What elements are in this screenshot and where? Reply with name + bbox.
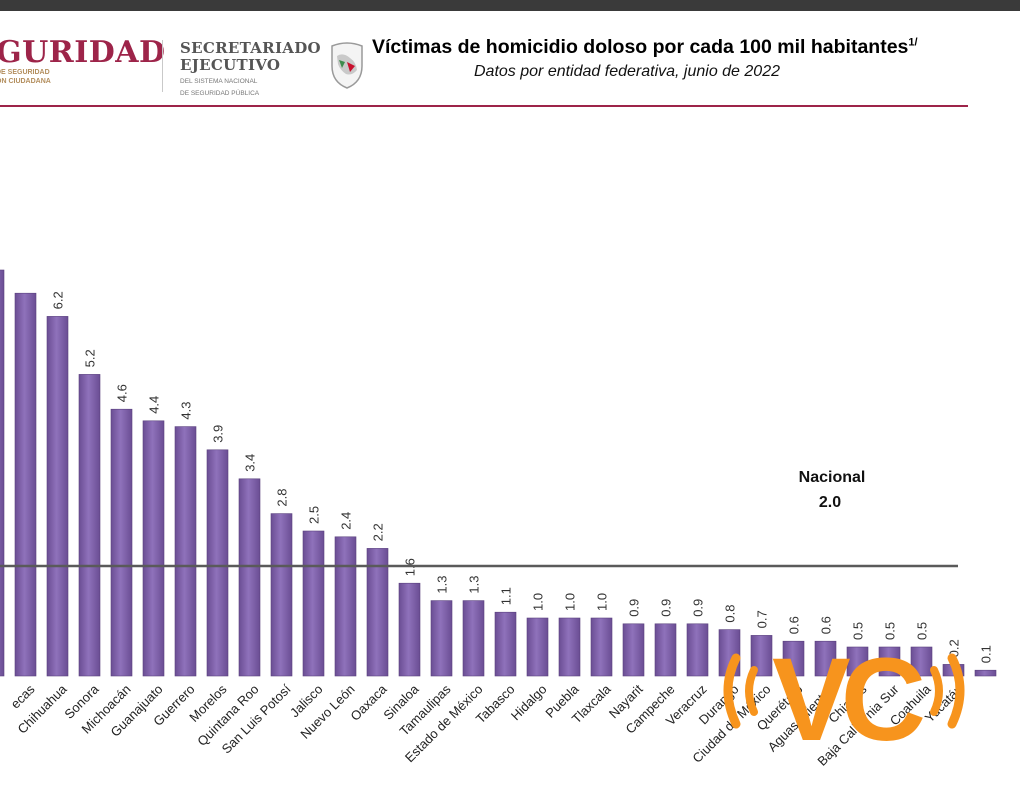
value-label-17: 1.0	[531, 593, 546, 611]
seguridad-logo: GURIDAD DE SEGURIDAD ÓN CIUDADANA	[0, 38, 166, 86]
value-labels-group: 6.25.24.64.44.33.93.42.82.52.42.21.61.31…	[51, 291, 994, 663]
bar-8	[238, 478, 261, 677]
category-label-17: Hidalgo	[508, 682, 550, 724]
bar-22	[686, 623, 709, 677]
value-label-24: 0.7	[755, 610, 770, 628]
bar-18	[558, 617, 581, 677]
bar-11	[334, 536, 357, 677]
value-label-19: 1.0	[595, 593, 610, 611]
bar-5	[142, 420, 165, 677]
value-label-16: 1.1	[499, 587, 514, 605]
bar-24	[750, 635, 773, 677]
bar-27	[846, 646, 869, 677]
value-label-4: 4.6	[115, 384, 130, 402]
chart-title: Víctimas de homicidio doloso por cada 10…	[372, 36, 1012, 59]
bar-16	[494, 611, 517, 677]
national-average-value: 2.0	[819, 494, 841, 511]
seguridad-logo-text: GURIDAD	[0, 35, 166, 70]
vc-watermark-text: VC	[772, 634, 923, 758]
seal-icon	[328, 40, 366, 95]
chart-subtitle: Datos por entidad federativa, junio de 2…	[474, 63, 780, 80]
bar-6	[174, 426, 197, 677]
value-label-26: 0.6	[819, 616, 834, 634]
national-average-label: Nacional	[799, 469, 866, 486]
bar-12	[366, 548, 389, 677]
top-window-bar	[0, 0, 1020, 11]
vc-watermark-logo: VC	[714, 628, 974, 766]
seguridad-logo-sub2: ÓN CIUDADANA	[0, 78, 51, 85]
value-label-2: 6.2	[51, 291, 66, 309]
value-label-20: 0.9	[627, 599, 642, 617]
value-label-23: 0.8	[723, 605, 738, 623]
seguridad-logo-sub1: DE SEGURIDAD	[0, 69, 50, 76]
value-label-27: 0.5	[851, 622, 866, 640]
bar-1	[14, 292, 37, 677]
bar-19	[590, 617, 613, 677]
value-label-12: 2.2	[371, 523, 386, 541]
value-label-29: 0.5	[915, 622, 930, 640]
bar-15	[462, 600, 485, 677]
header-rule	[0, 105, 968, 107]
bar-31	[974, 669, 997, 677]
value-label-15: 1.3	[467, 576, 482, 594]
bar-28	[878, 646, 901, 677]
bar-20	[622, 623, 645, 677]
value-label-14: 1.3	[435, 576, 450, 594]
bar-13	[398, 582, 421, 677]
bar-3	[78, 374, 101, 677]
bar-0	[0, 269, 5, 677]
secretariado-logo: SECRETARIADO EJECUTIVO DEL SISTEMA NACIO…	[180, 40, 321, 98]
value-label-31: 0.1	[979, 645, 994, 663]
logo-divider	[162, 40, 163, 92]
bar-29	[910, 646, 933, 677]
value-label-10: 2.5	[307, 506, 322, 524]
value-label-6: 4.3	[179, 402, 194, 420]
bar-2	[46, 316, 69, 677]
bar-26	[814, 640, 837, 677]
bar-7	[206, 449, 229, 677]
bar-17	[526, 617, 549, 677]
bar-25	[782, 640, 805, 677]
bar-4	[110, 408, 133, 677]
value-label-18: 1.0	[563, 593, 578, 611]
chart-title-footnote: 1/	[908, 36, 918, 49]
value-label-3: 5.2	[83, 349, 98, 367]
value-label-11: 2.4	[339, 512, 354, 530]
value-label-30: 0.2	[947, 639, 962, 657]
value-label-7: 3.9	[211, 425, 226, 443]
value-label-25: 0.6	[787, 616, 802, 634]
value-label-5: 4.4	[147, 396, 162, 414]
category-label-12: Oaxaca	[347, 681, 390, 724]
secretariado-line2: EJECUTIVO	[180, 56, 281, 74]
secretariado-line1: SECRETARIADO	[180, 39, 321, 57]
chart-title-block: Víctimas de homicidio doloso por cada 10…	[372, 36, 1012, 81]
bar-9	[270, 513, 293, 677]
bar-21	[654, 623, 677, 677]
value-label-8: 3.4	[243, 454, 258, 472]
value-label-21: 0.9	[659, 599, 674, 617]
value-label-9: 2.8	[275, 489, 290, 507]
bar-14	[430, 600, 453, 677]
secretariado-line3a: DEL SISTEMA NACIONAL	[180, 78, 258, 85]
bars-group	[0, 269, 997, 677]
bar-10	[302, 530, 325, 677]
chart-title-text: Víctimas de homicidio doloso por cada 10…	[372, 36, 909, 58]
value-label-28: 0.5	[883, 622, 898, 640]
secretariado-line3b: DE SEGURIDAD PÚBLICA	[180, 90, 260, 97]
value-label-22: 0.9	[691, 599, 706, 617]
